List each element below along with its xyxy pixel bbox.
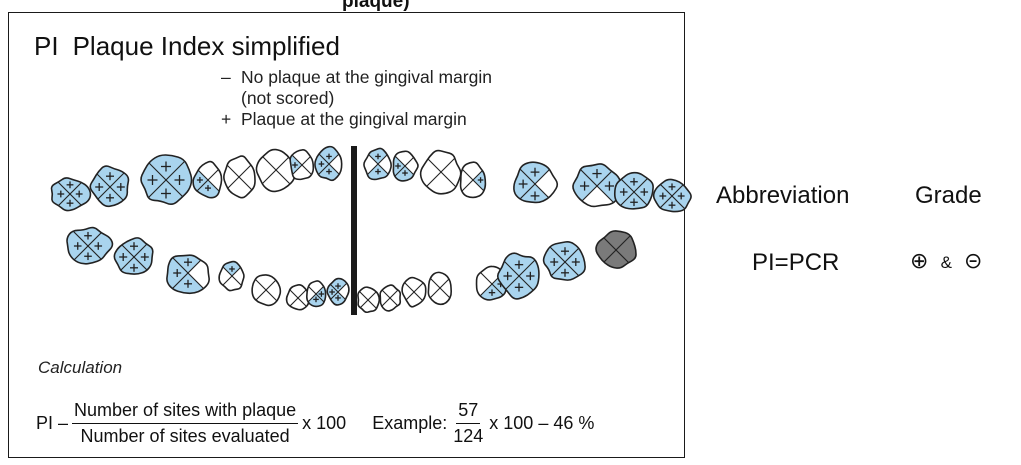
calculation-label: Calculation [38, 358, 123, 377]
title-text: Plaque Index simplified [72, 31, 340, 61]
plaque-index-panel: PI Plaque Index simplified – No plaque at … [8, 12, 685, 458]
legend-plus-row: + Plaque at the gingival margin [221, 109, 492, 130]
legend-minus-row: – No plaque at the gingival margin [221, 67, 492, 88]
lower-tooth [427, 271, 453, 306]
minus-circle-icon: ⊝ [964, 248, 983, 273]
lower-tooth [379, 284, 402, 312]
upper-tooth [419, 149, 462, 195]
upper-arch [50, 145, 692, 213]
plus-symbol: + [221, 109, 232, 129]
pi-formula: PI – Number of sites with plaque Number … [36, 400, 594, 447]
upper-tooth [363, 147, 392, 181]
minus-symbol: – [221, 67, 231, 87]
formula-multiplier: x 100 [302, 413, 347, 433]
plaque-surface [565, 241, 586, 281]
upper-tooth [89, 165, 130, 208]
tooth-outline [50, 177, 92, 212]
title-abbreviation: PI [34, 31, 59, 61]
tooth-outline [223, 155, 256, 199]
lower-tooth [326, 277, 350, 306]
tooth-outline [314, 145, 343, 182]
plaque-surface [513, 184, 558, 203]
grade-value: ⊕ & ⊝ [910, 248, 982, 274]
example-label: Example: [372, 413, 448, 433]
tooth-outline [166, 254, 210, 295]
lower-tooth [113, 237, 154, 275]
lower-tooth [542, 241, 586, 281]
tooth-outline [496, 252, 540, 300]
lower-tooth [595, 230, 637, 269]
upper-tooth [392, 150, 419, 182]
legend: – No plaque at the gingival margin (not s… [221, 67, 492, 130]
tooth-outline [419, 149, 462, 195]
tooth-outline [192, 160, 223, 199]
example-result: x 100 – 46 % [489, 413, 595, 433]
formula-lhs: PI – [36, 413, 69, 433]
legend-minus-note: (not scored) [241, 88, 335, 108]
tooth-outline [66, 226, 114, 265]
lower-tooth [285, 284, 310, 311]
tooth-outline [363, 147, 392, 181]
lower-arch [66, 226, 637, 314]
upper-tooth [255, 148, 297, 193]
upper-tooth [314, 145, 343, 182]
panel-title: PI Plaque Index simplified [34, 31, 340, 62]
ampersand: & [940, 253, 952, 272]
lower-tooth [166, 254, 210, 295]
tooth-outline [427, 271, 453, 306]
lower-tooth [66, 226, 114, 265]
tooth-outline [357, 286, 381, 314]
lower-tooth [357, 286, 381, 314]
tooth-outline [251, 274, 282, 307]
example-fraction: 57 124 [451, 400, 485, 447]
lower-tooth [218, 260, 245, 292]
tooth-outline [89, 165, 130, 208]
upper-tooth [652, 178, 692, 213]
tooth-outline [326, 277, 350, 306]
legend-minus-text: No plaque at the gingival margin [241, 67, 492, 87]
tooth-outline [401, 276, 427, 308]
tooth-outline [285, 284, 310, 311]
tooth-outline [255, 148, 297, 193]
upper-tooth [50, 177, 92, 212]
upper-tooth [192, 160, 223, 199]
tooth-outline [218, 260, 245, 292]
upper-tooth [140, 154, 193, 206]
example-numerator: 57 [456, 400, 481, 424]
tooth-outline [305, 280, 327, 308]
abbreviation-header: Abbreviation [716, 182, 850, 209]
plaque-surface [513, 162, 535, 203]
lower-tooth [401, 276, 427, 308]
formula-denominator: Number of sites evaluated [80, 426, 290, 446]
example-denominator: 124 [453, 426, 484, 446]
upper-tooth [513, 161, 559, 204]
plaque-surface [543, 241, 586, 262]
lower-tooth [305, 280, 327, 308]
plaque-surface [90, 166, 129, 187]
legend-plus-text: Plaque at the gingival margin [241, 109, 467, 129]
upper-tooth [223, 155, 256, 199]
tooth-outline [475, 265, 507, 301]
formula-fraction: Number of sites with plaque Number of si… [72, 400, 299, 447]
tooth-outline [459, 161, 487, 199]
tooth-outline [289, 149, 315, 181]
lower-tooth [496, 252, 540, 300]
tooth-outline [379, 284, 402, 312]
plaque-surface [114, 257, 153, 275]
plus-circle-icon: ⊕ [910, 248, 929, 273]
upper-tooth [613, 171, 654, 210]
abbreviation-value: PI=PCR [752, 249, 840, 276]
lower-tooth [251, 274, 282, 307]
cropped-heading-text: plaque) [342, 0, 410, 12]
upper-tooth [289, 149, 315, 181]
formula-numerator: Number of sites with plaque [72, 400, 299, 424]
grade-header: Grade [915, 182, 982, 209]
upper-tooth [459, 161, 487, 199]
tooth-outline [392, 150, 419, 182]
